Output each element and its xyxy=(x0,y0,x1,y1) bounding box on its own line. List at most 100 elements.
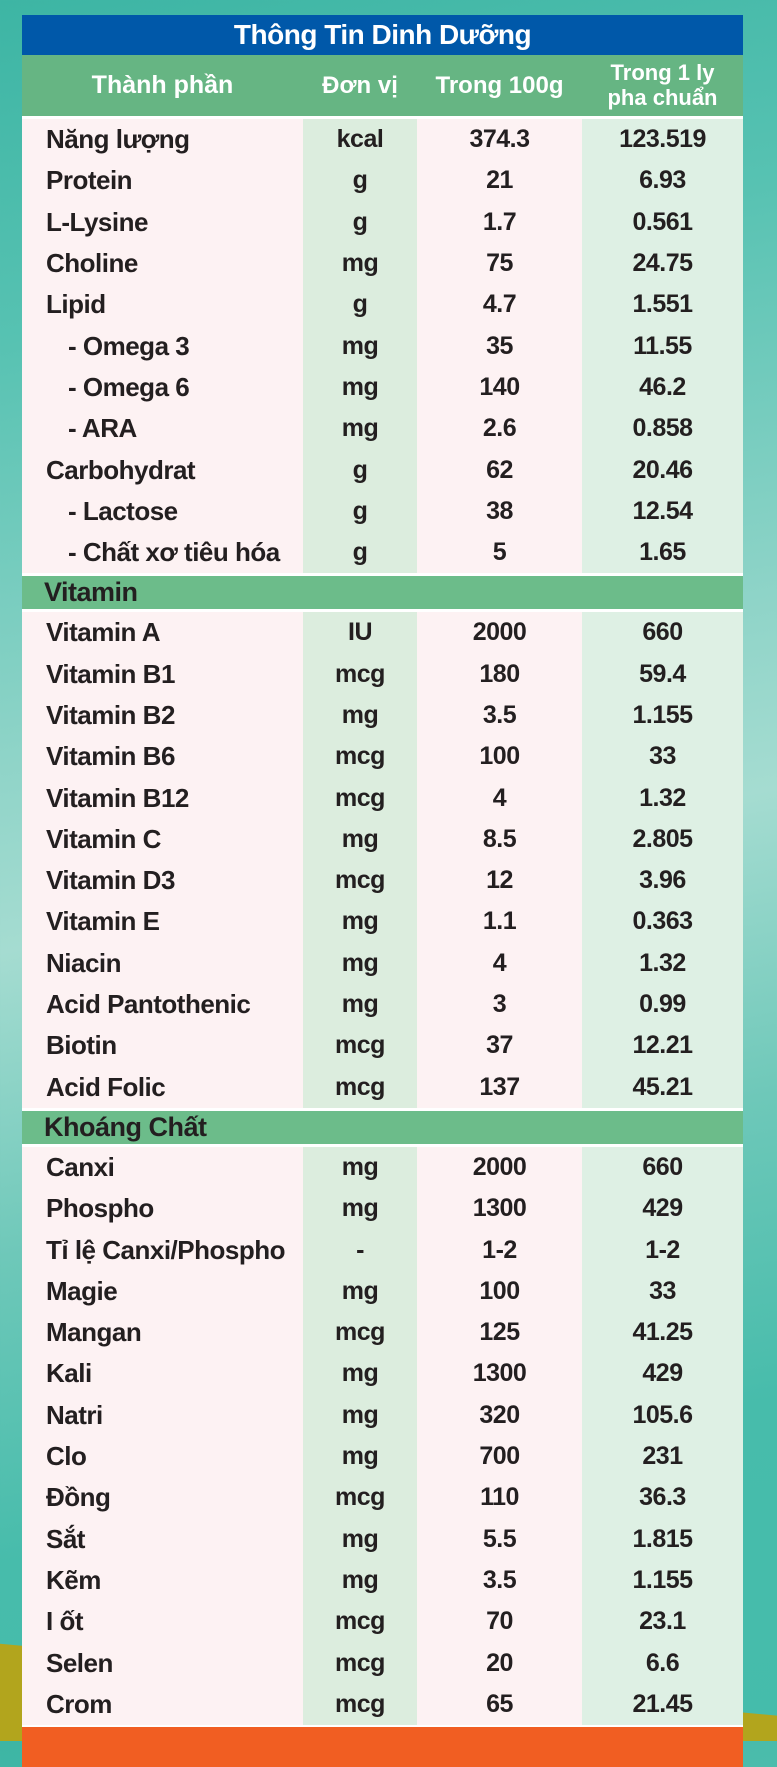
row-unit: mg xyxy=(303,983,417,1026)
bottom-orange-bar xyxy=(22,1724,743,1767)
table-row: Protein g 21 6.93 xyxy=(22,160,743,202)
row-name: Vitamin B12 xyxy=(22,777,303,819)
row-unit: mg xyxy=(303,1435,417,1478)
row-per100g: 374.3 xyxy=(417,119,582,161)
row-unit: g xyxy=(303,284,417,326)
row-unit: g xyxy=(303,201,417,243)
row-name: Mangan xyxy=(22,1312,303,1354)
row-perserving: 23.1 xyxy=(582,1601,743,1643)
row-unit: mg xyxy=(303,901,417,943)
row-unit: mcg xyxy=(303,777,417,819)
row-unit: mg xyxy=(303,408,417,450)
row-name: Vitamin C xyxy=(22,818,303,861)
row-unit: mg xyxy=(303,1146,417,1189)
row-unit: mg xyxy=(303,1188,417,1230)
row-per100g: 1.7 xyxy=(417,201,582,243)
row-perserving: 46.2 xyxy=(582,366,743,409)
row-name: Choline xyxy=(22,242,303,285)
row-per100g: 2000 xyxy=(417,1146,582,1189)
row-per100g: 1.1 xyxy=(417,901,582,943)
row-name: Acid Pantothenic xyxy=(22,983,303,1026)
row-unit: g xyxy=(303,449,417,491)
row-unit: mcg xyxy=(303,1601,417,1643)
section-header: Khoáng Chất xyxy=(22,1107,743,1147)
table-row: L-Lysine g 1.7 0.561 xyxy=(22,201,743,243)
table-row: Mangan mcg 125 41.25 xyxy=(22,1312,743,1354)
row-per100g: 8.5 xyxy=(417,818,582,861)
row-perserving: 2.805 xyxy=(582,818,743,861)
row-perserving: 1.155 xyxy=(582,694,743,737)
row-name: Vitamin A xyxy=(22,612,303,654)
table-row: Selen mcg 20 6.6 xyxy=(22,1642,743,1684)
row-per100g: 4.7 xyxy=(417,284,582,326)
row-unit: IU xyxy=(303,612,417,654)
row-perserving: 1.815 xyxy=(582,1518,743,1560)
table-row: Acid Pantothenic mg 3 0.99 xyxy=(22,983,743,1026)
row-per100g: 12 xyxy=(417,860,582,902)
table-row: Đồng mcg 110 36.3 xyxy=(22,1477,743,1519)
row-unit: mg xyxy=(303,366,417,409)
row-perserving: 1-2 xyxy=(582,1229,743,1271)
row-perserving: 1.32 xyxy=(582,777,743,819)
row-unit: mg xyxy=(303,1270,417,1313)
row-name: Acid Folic xyxy=(22,1066,303,1108)
row-unit: mg xyxy=(303,325,417,367)
table-row: Kẽm mg 3.5 1.155 xyxy=(22,1559,743,1602)
row-unit: g xyxy=(303,160,417,202)
row-name: Biotin xyxy=(22,1025,303,1067)
row-name: - ARA xyxy=(22,408,303,450)
table-row: Vitamin B1 mcg 180 59.4 xyxy=(22,653,743,695)
row-perserving: 41.25 xyxy=(582,1312,743,1354)
row-name: Natri xyxy=(22,1394,303,1436)
row-name: Lipid xyxy=(22,284,303,326)
table-row: - Omega 3 mg 35 11.55 xyxy=(22,325,743,367)
table-row: Vitamin E mg 1.1 0.363 xyxy=(22,901,743,943)
table-row: Vitamin D3 mcg 12 3.96 xyxy=(22,860,743,902)
row-unit: mcg xyxy=(303,860,417,902)
row-unit: - xyxy=(303,1229,417,1271)
row-perserving: 123.519 xyxy=(582,119,743,161)
row-unit: mg xyxy=(303,818,417,861)
table-title: Thông Tin Dinh Dưỡng xyxy=(22,15,743,55)
table-row: Tỉ lệ Canxi/Phospho - 1-2 1-2 xyxy=(22,1229,743,1271)
row-perserving: 660 xyxy=(582,1146,743,1189)
row-name: - Omega 3 xyxy=(22,325,303,367)
row-per100g: 37 xyxy=(417,1025,582,1067)
row-perserving: 0.858 xyxy=(582,408,743,450)
row-name: Đồng xyxy=(22,1477,303,1519)
row-perserving: 1.155 xyxy=(582,1559,743,1602)
row-per100g: 137 xyxy=(417,1066,582,1108)
col-header-per-serving: Trong 1 ly pha chuẩn xyxy=(607,59,718,110)
row-perserving: 660 xyxy=(582,612,743,654)
col-header-ingredient: Thành phần xyxy=(91,71,234,99)
table-row: Crom mcg 65 21.45 xyxy=(22,1683,743,1725)
row-per100g: 140 xyxy=(417,366,582,409)
table-row: Carbohydrat g 62 20.46 xyxy=(22,449,743,491)
row-perserving: 59.4 xyxy=(582,653,743,695)
row-name: Selen xyxy=(22,1642,303,1684)
nutrition-facts-table: Thông Tin Dinh Dưỡng Thành phần Đơn vị T… xyxy=(22,15,743,1767)
table-row: Năng lượng kcal 374.3 123.519 xyxy=(22,119,743,161)
row-name: Vitamin E xyxy=(22,901,303,943)
row-perserving: 36.3 xyxy=(582,1477,743,1519)
table-row: Phospho mg 1300 429 xyxy=(22,1188,743,1230)
row-name: Magie xyxy=(22,1270,303,1313)
table-row: Vitamin B6 mcg 100 33 xyxy=(22,736,743,778)
row-perserving: 0.99 xyxy=(582,983,743,1026)
table-row: - Lactose g 38 12.54 xyxy=(22,490,743,532)
row-per100g: 2000 xyxy=(417,612,582,654)
row-per100g: 62 xyxy=(417,449,582,491)
row-name: I ốt xyxy=(22,1601,303,1643)
row-perserving: 3.96 xyxy=(582,860,743,902)
row-per100g: 1300 xyxy=(417,1188,582,1230)
row-unit: g xyxy=(303,490,417,532)
row-name: Crom xyxy=(22,1683,303,1725)
table-body: Năng lượng kcal 374.3 123.519 Protein g … xyxy=(22,119,743,1725)
row-unit: mg xyxy=(303,1394,417,1436)
table-row: Choline mg 75 24.75 xyxy=(22,242,743,285)
row-unit: mg xyxy=(303,1559,417,1602)
section-header: Vitamin xyxy=(22,573,743,613)
row-unit: mcg xyxy=(303,1312,417,1354)
row-per100g: 1-2 xyxy=(417,1229,582,1271)
table-row: I ốt mcg 70 23.1 xyxy=(22,1601,743,1643)
